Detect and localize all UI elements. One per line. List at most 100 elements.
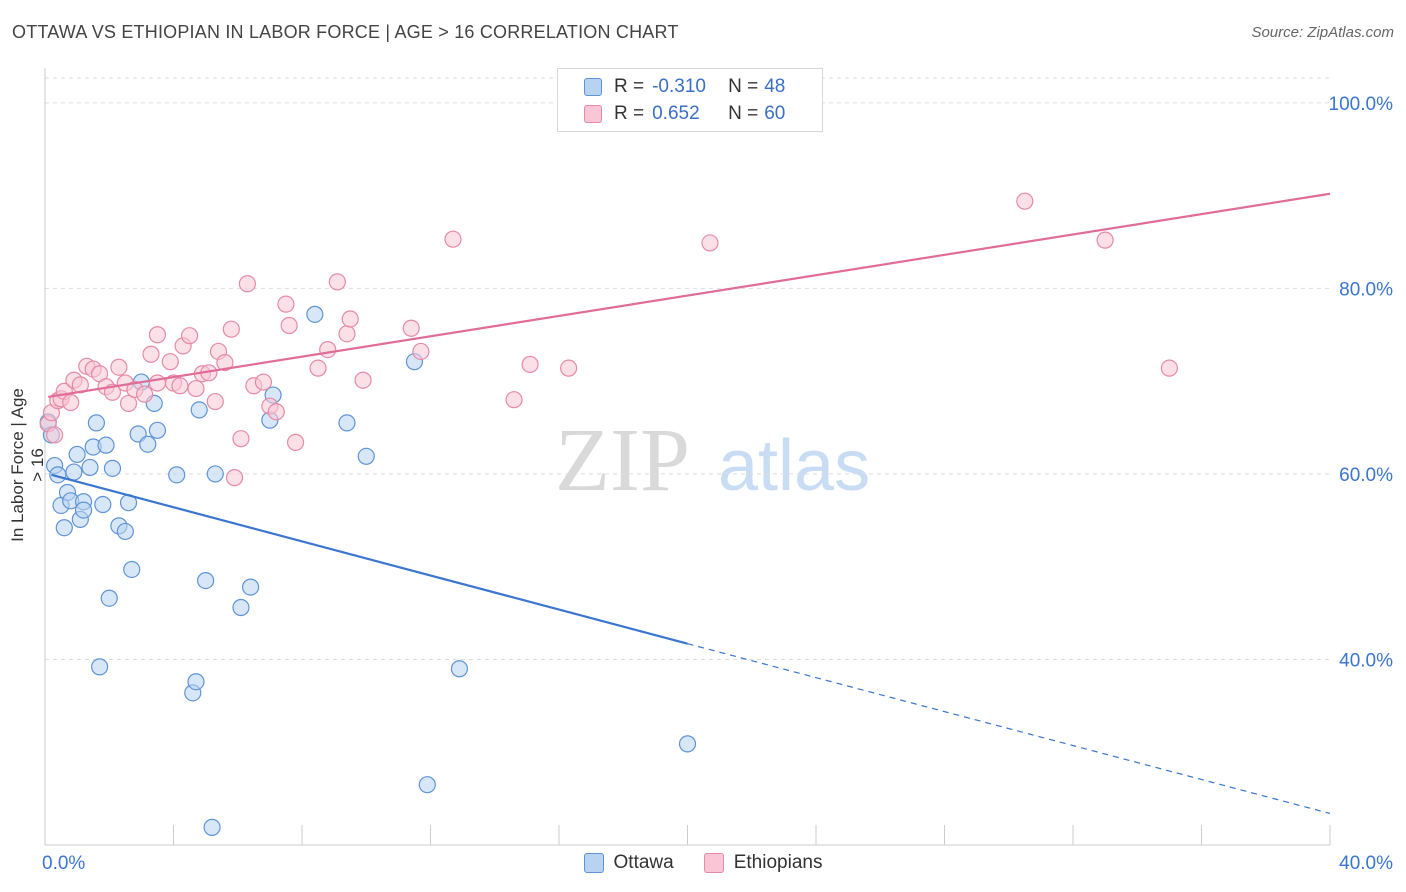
ethiopians-point: [148, 374, 167, 392]
y-tick-label: 100.0%: [1329, 94, 1394, 115]
ethiopians-point: [505, 391, 523, 409]
ethiopians-point: [319, 341, 337, 359]
legend-item-ottawa[interactable]: Ottawa: [583, 852, 674, 874]
source-label: Source: ZipAtlas.com: [1251, 24, 1394, 41]
ethiopians-point: [222, 320, 240, 338]
ethiopians-legend-swatch: [703, 853, 724, 873]
ethiopians-point: [354, 371, 372, 389]
ottawa-point: [203, 818, 221, 836]
ethiopians-point: [232, 430, 250, 448]
watermark-atlas: atlas: [718, 426, 870, 506]
ethiopians-point: [216, 353, 234, 372]
ottawa-point: [450, 660, 469, 678]
ethiopians-point: [161, 353, 179, 371]
ethiopians-point: [309, 359, 327, 377]
x-tick-label-max: 40.0%: [1339, 853, 1393, 874]
ottawa-point: [87, 414, 106, 432]
ethiopians-point: [521, 355, 539, 374]
ethiopians-point: [254, 373, 273, 391]
ethiopians-point: [701, 234, 719, 252]
ethiopians-swatch: [584, 105, 602, 123]
ottawa-point: [100, 589, 118, 607]
ethiopians-point: [180, 327, 199, 345]
ottawa-trend-line: [51, 473, 688, 645]
ottawa-point: [242, 578, 260, 596]
ottawa-trend-extension: [687, 643, 1331, 815]
ethiopians-point: [119, 394, 138, 413]
ethiopians-point: [286, 433, 305, 451]
y-tick-label: 80.0%: [1339, 279, 1393, 300]
ottawa-legend-label: Ottawa: [613, 852, 674, 873]
ottawa-point: [357, 447, 375, 465]
ottawa-point: [94, 495, 112, 514]
legend-item-ethiopians[interactable]: Ethiopians: [703, 852, 823, 874]
ethiopians-point: [402, 319, 420, 337]
ottawa-point: [139, 435, 157, 453]
r-label: R =: [614, 103, 645, 124]
ethiopians-trend-line: [48, 192, 1331, 399]
chart-title: OTTAWA VS ETHIOPIAN IN LABOR FORCE | AGE…: [12, 22, 679, 42]
ethiopians-point: [135, 385, 154, 403]
x-tick-label-min: 0.0%: [42, 853, 85, 874]
ottawa-point: [338, 414, 356, 432]
ottawa-swatch: [584, 78, 602, 96]
ethiopians-n-value: 60: [764, 103, 786, 124]
y-tick-label: 40.0%: [1339, 650, 1393, 671]
ottawa-point: [91, 658, 109, 676]
correlation-legend: R = -0.310 N = 48 R = 0.652 N = 60: [557, 68, 823, 132]
ottawa-point: [68, 445, 86, 464]
ottawa-point: [206, 465, 224, 483]
ottawa-legend-swatch: [583, 853, 604, 873]
legend-row-ottawa: R = -0.310 N = 48: [584, 75, 785, 99]
ottawa-point: [148, 421, 167, 439]
ottawa-point: [55, 519, 73, 537]
r-label: R =: [614, 76, 645, 97]
ethiopians-point: [206, 392, 224, 411]
ethiopians-point: [142, 345, 160, 363]
ottawa-point: [168, 466, 186, 484]
ethiopians-point: [148, 326, 167, 344]
ethiopians-point: [412, 342, 430, 361]
ottawa-point: [678, 735, 697, 753]
ottawa-point: [97, 436, 115, 454]
ethiopians-point: [110, 358, 128, 376]
y-tick-label: 60.0%: [1339, 465, 1393, 486]
ethiopians-point: [338, 325, 356, 343]
ottawa-point: [116, 522, 134, 541]
ethiopians-point: [1160, 359, 1178, 377]
ottawa-point: [190, 401, 208, 419]
ottawa-point: [306, 305, 324, 323]
ottawa-r-value: -0.310: [652, 76, 706, 97]
ethiopians-point: [46, 426, 64, 444]
ottawa-point: [74, 501, 93, 519]
legend-row-ethiopians: R = 0.652 N = 60: [584, 102, 785, 126]
ottawa-point: [65, 463, 83, 481]
ethiopians-legend-label: Ethiopians: [733, 852, 823, 873]
ethiopians-point: [267, 403, 285, 421]
ottawa-n-value: 48: [764, 76, 786, 97]
ethiopians-point: [225, 469, 244, 487]
ethiopians-point: [171, 377, 189, 395]
ottawa-point: [103, 459, 122, 477]
ottawa-point: [123, 560, 141, 579]
watermark-zip: ZIP: [555, 411, 690, 510]
ethiopians-point: [1016, 192, 1034, 210]
ethiopians-point: [341, 310, 359, 328]
ethiopians-point: [1096, 231, 1114, 249]
ottawa-point: [81, 458, 99, 477]
ethiopians-point: [560, 359, 578, 377]
series-legend: Ottawa Ethiopians: [0, 852, 1406, 874]
ethiopians-r-value: 0.652: [652, 103, 700, 124]
ottawa-point: [232, 598, 250, 617]
n-label: N =: [728, 76, 759, 97]
ethiopians-point: [187, 379, 205, 398]
ethiopians-point: [277, 295, 295, 313]
ethiopians-point: [444, 230, 462, 248]
ethiopians-point: [238, 275, 256, 293]
ethiopians-point: [62, 393, 80, 412]
n-label: N =: [728, 103, 759, 124]
ottawa-point: [187, 673, 205, 691]
ottawa-point: [197, 572, 215, 590]
ethiopians-point: [328, 273, 346, 291]
